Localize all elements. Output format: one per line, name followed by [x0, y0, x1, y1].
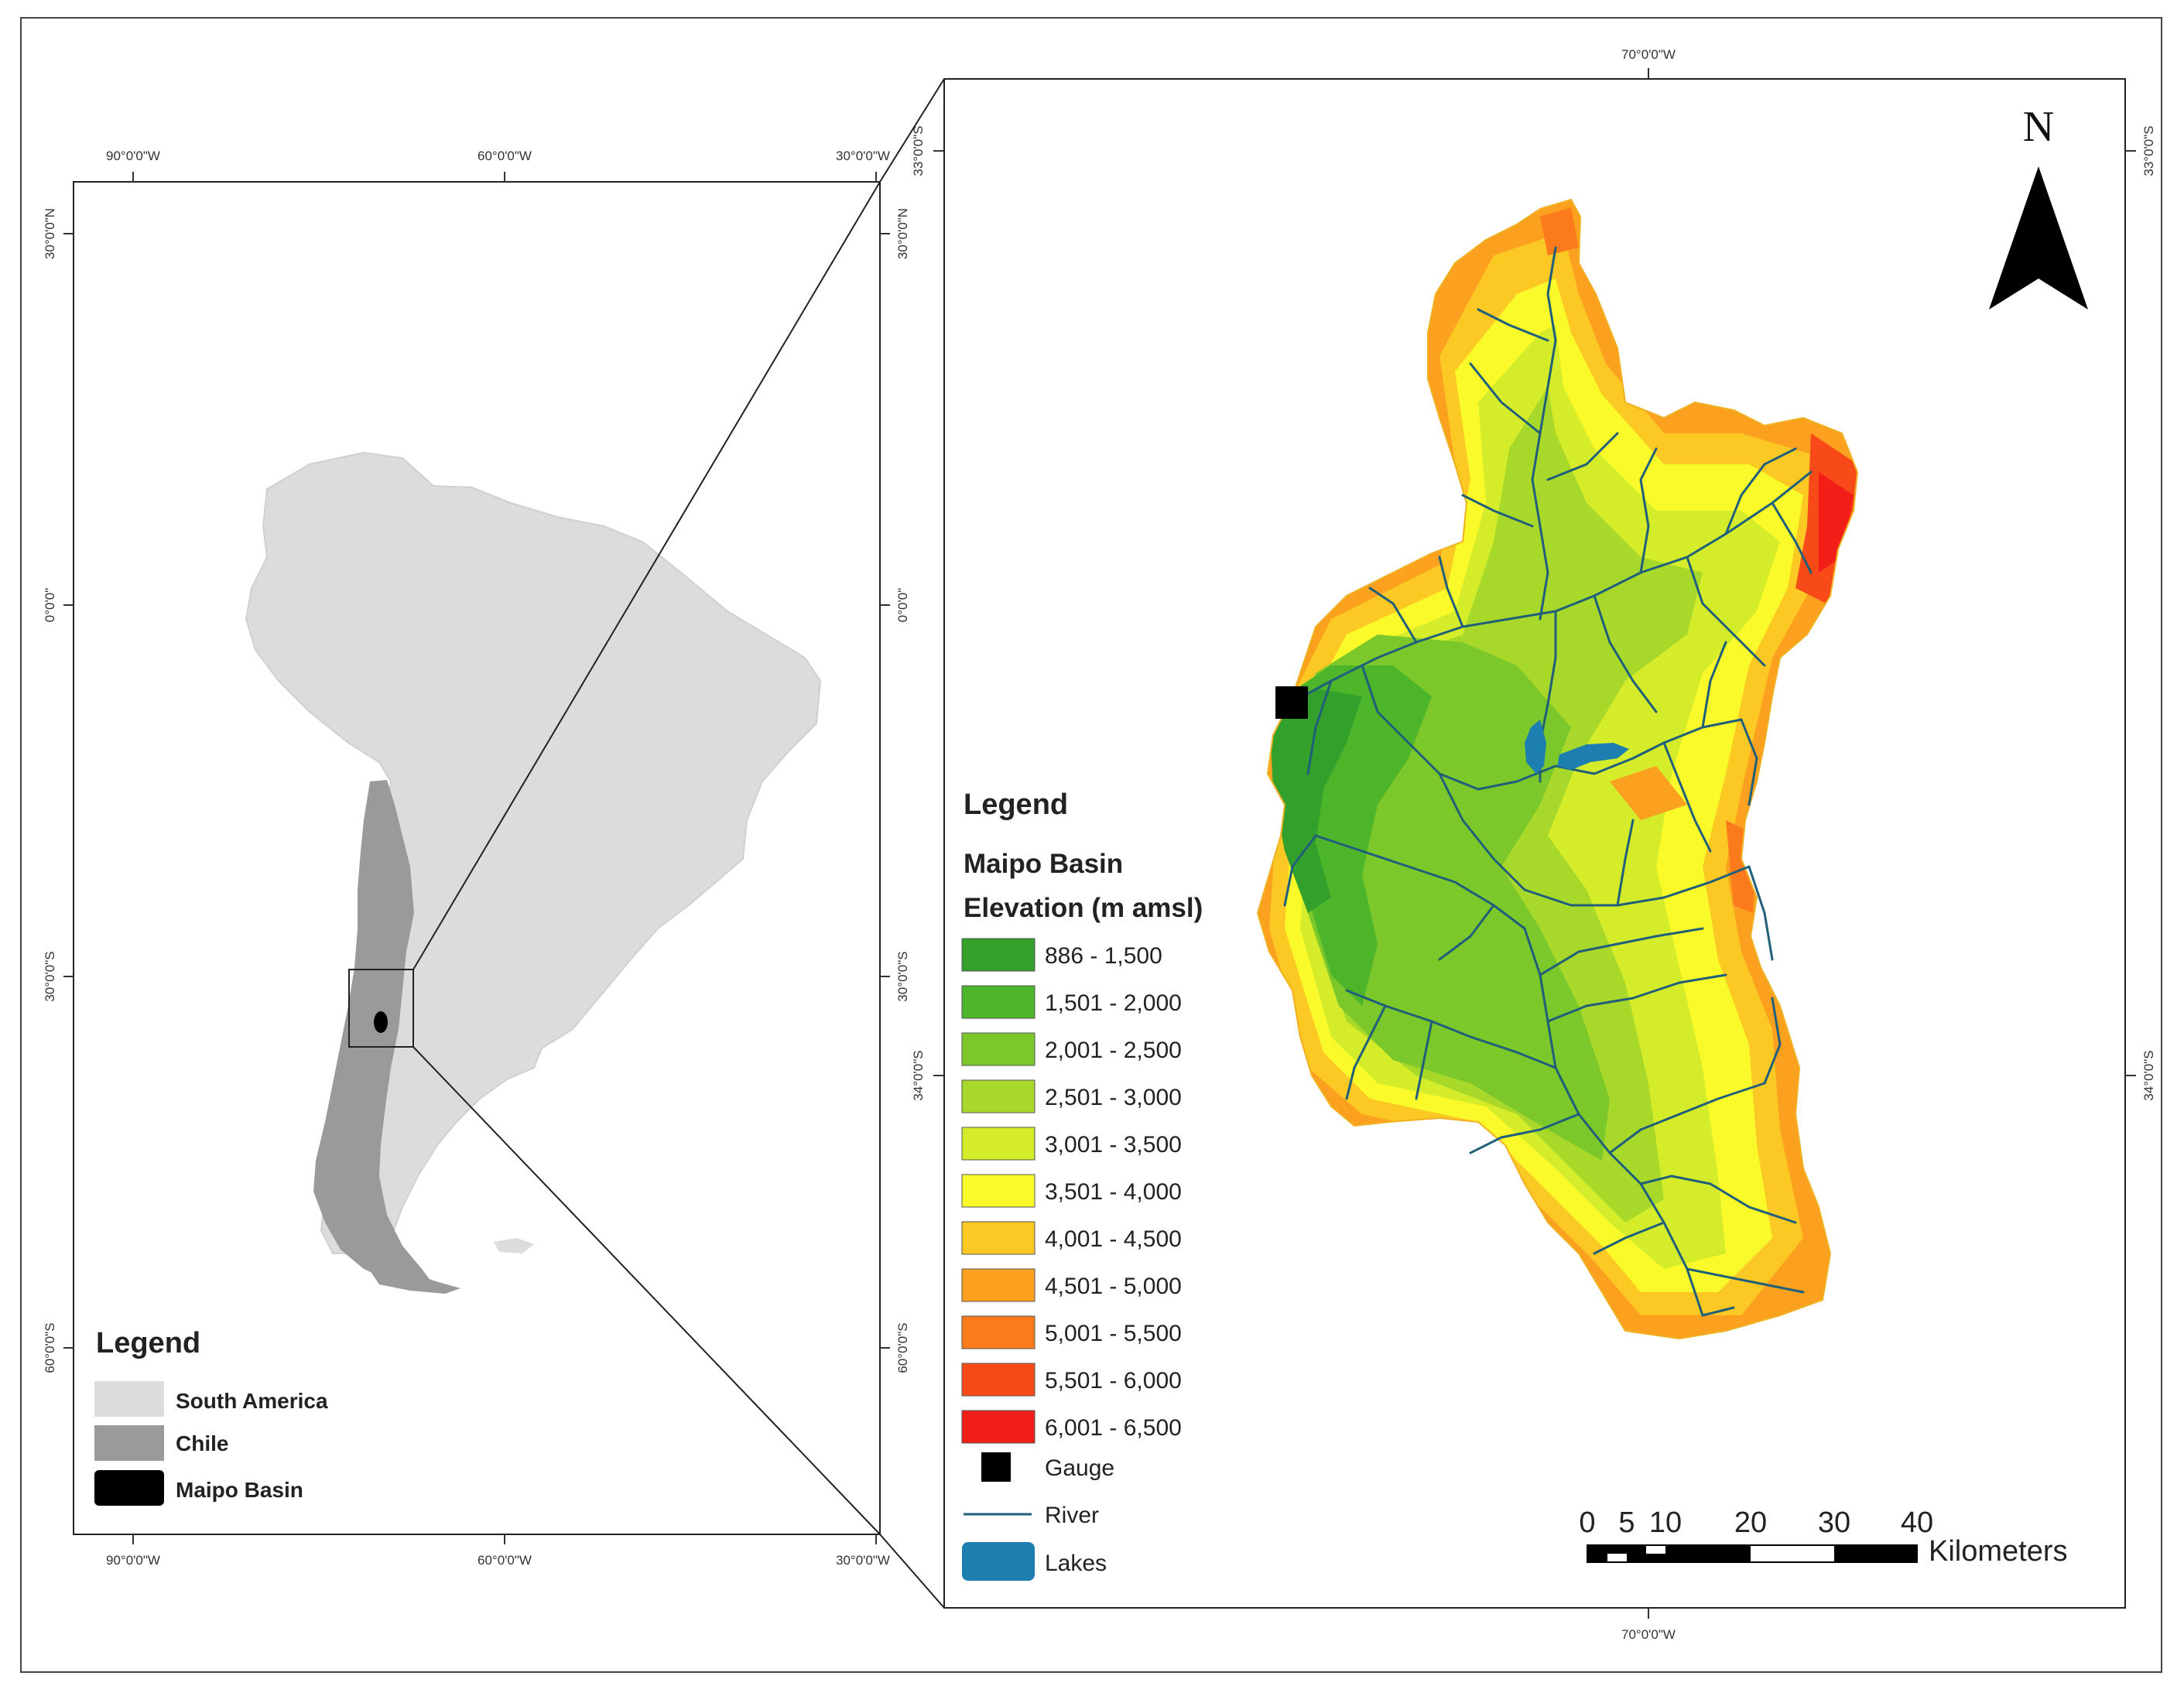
left-top-tick-2: 60°0'0"W — [478, 149, 532, 163]
scale-num-30: 30 — [1818, 1506, 1850, 1539]
maipo-basin-elevation — [1258, 200, 1857, 1339]
scale-num-5: 5 — [1618, 1506, 1635, 1539]
left-right-tick-1: 30°0'0"N — [895, 208, 910, 259]
maipo-basin-outline — [1256, 198, 1859, 1340]
legend-label-chile: Chile — [176, 1431, 228, 1455]
legend-lakes-label: Lakes — [1045, 1551, 1107, 1576]
zoom-connector-bottom-2 — [879, 1534, 945, 1609]
left-right-tick-2: 0°0'0" — [895, 588, 910, 622]
scale-num-40: 40 — [1901, 1506, 1933, 1539]
left-side-tick-2: 0°0'0" — [43, 588, 57, 622]
right-legend-title: Legend — [964, 788, 1068, 821]
left-map-panel: 90°0'0"W 60°0'0"W 30°0'0"W 90°0'0"W 60°0… — [43, 149, 910, 1568]
elevation-class-swatch — [961, 1032, 1036, 1066]
north-label: N — [2023, 103, 2054, 151]
elevation-class-swatch — [961, 1079, 1036, 1113]
elevation-class-swatch — [961, 985, 1036, 1019]
right-right-tick-top: 33°0'0"S — [2141, 125, 2156, 176]
legend-swatch-maipo — [94, 1470, 164, 1506]
elevation-class-swatch — [961, 1363, 1036, 1397]
elevation-class-label: 2,501 - 3,000 — [1045, 1085, 1182, 1110]
right-left-tick-top: 33°0'0"S — [911, 125, 926, 176]
elevation-class-swatch — [961, 1221, 1036, 1255]
legend-river-label: River — [1045, 1503, 1099, 1528]
right-map-tick-marks — [933, 68, 2136, 1619]
lake-1 — [1525, 720, 1546, 774]
elevation-class-label: 5,501 - 6,000 — [1045, 1368, 1182, 1394]
elevation-class-list: 886 - 1,500 1,501 - 2,000 2,001 - 2,500 2,5… — [961, 938, 1182, 1444]
chile-landmass — [313, 780, 433, 1284]
elevation-class-swatch — [961, 1315, 1036, 1349]
elevation-class-swatch — [961, 1174, 1036, 1208]
elevation-class-swatch — [961, 1127, 1036, 1161]
legend-label-south-america: South America — [176, 1389, 328, 1413]
scale-num-10: 10 — [1649, 1506, 1682, 1539]
north-arrow: N — [1989, 103, 2088, 309]
lake-2 — [1557, 743, 1629, 770]
left-side-tick-4: 60°0'0"S — [43, 1322, 57, 1373]
elevation-class-swatch — [961, 938, 1036, 972]
left-top-tick-3: 30°0'0"W — [836, 149, 890, 163]
maipo-basin-inset — [374, 1011, 388, 1033]
left-legend: Legend South America Chile Maipo Basin — [94, 1327, 328, 1506]
left-bottom-tick-2: 60°0'0"W — [478, 1553, 532, 1568]
right-top-tick: 70°0'0"W — [1621, 47, 1676, 62]
legend-swatch-chile — [94, 1425, 164, 1461]
left-bottom-tick-1: 90°0'0"W — [106, 1553, 160, 1568]
left-map-tick-marks — [63, 172, 890, 1544]
legend-lakes-swatch — [962, 1542, 1035, 1581]
elevation-class-swatch — [961, 1410, 1036, 1444]
elevation-class-label: 5,001 - 5,500 — [1045, 1321, 1182, 1346]
elevation-class-swatch — [961, 1268, 1036, 1302]
zoom-connector-top-2 — [879, 78, 945, 183]
legend-swatch-south-america — [94, 1381, 164, 1417]
right-left-tick-bottom: 34°0'0"S — [911, 1050, 926, 1100]
elevation-class-label: 6,001 - 6,500 — [1045, 1415, 1182, 1441]
zoom-connector-bottom — [412, 1046, 881, 1535]
figure-outer-frame — [20, 17, 2162, 1673]
scale-num-20: 20 — [1734, 1506, 1767, 1539]
elevation-class-label: 2,001 - 2,500 — [1045, 1038, 1182, 1063]
gauge-marker — [1275, 686, 1308, 719]
left-right-tick-4: 60°0'0"S — [895, 1322, 910, 1373]
scale-num-0: 0 — [1579, 1506, 1595, 1539]
elevation-class-label: 1,501 - 2,000 — [1045, 990, 1182, 1016]
left-right-tick-3: 30°0'0"S — [895, 951, 910, 1001]
left-side-tick-1: 30°0'0"N — [43, 208, 57, 259]
elevation-class-label: 3,501 - 4,000 — [1045, 1179, 1182, 1205]
right-legend: Legend Maipo Basin Elevation (m amsl) 88… — [961, 788, 1203, 1581]
legend-gauge-label: Gauge — [1045, 1455, 1114, 1481]
elevation-class-label: 4,501 - 5,000 — [1045, 1274, 1182, 1299]
zoom-extent-box — [348, 969, 414, 1048]
scale-unit: Kilometers — [1929, 1535, 2068, 1568]
left-side-tick-3: 30°0'0"S — [43, 951, 57, 1001]
scale-bar: 0 5 10 20 30 40 Kilometers — [1579, 1506, 2067, 1568]
elevation-class-label: 4,001 - 4,500 — [1045, 1226, 1182, 1252]
falkland-islands — [494, 1238, 534, 1253]
right-bottom-tick: 70°0'0"W — [1621, 1627, 1676, 1642]
right-legend-subtitle-elevation: Elevation (m amsl) — [964, 893, 1203, 923]
right-legend-subtitle-basin: Maipo Basin — [964, 849, 1123, 879]
elevation-class-label: 3,001 - 3,500 — [1045, 1132, 1182, 1158]
legend-label-maipo: Maipo Basin — [176, 1478, 303, 1502]
left-legend-title: Legend — [96, 1327, 200, 1359]
elevation-class-label: 886 - 1,500 — [1045, 943, 1162, 969]
left-top-tick-1: 90°0'0"W — [106, 149, 160, 163]
north-arrow-icon — [1989, 166, 2088, 309]
left-bottom-tick-3: 30°0'0"W — [836, 1553, 890, 1568]
right-map-panel: 70°0'0"W 70°0'0"W 33°0'0"S 34°0'0"S 33°0… — [911, 47, 2156, 1642]
legend-gauge-swatch — [981, 1452, 1011, 1482]
zoom-connector-top — [412, 181, 881, 970]
right-right-tick-bottom: 34°0'0"S — [2141, 1050, 2156, 1100]
lakes — [1525, 720, 1629, 774]
